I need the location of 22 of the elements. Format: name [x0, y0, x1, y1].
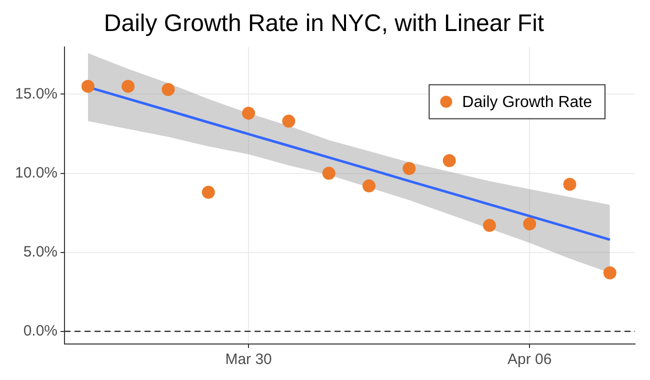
y-tick-label: 10.0%: [14, 164, 58, 182]
point: [563, 178, 576, 191]
y-tick-label: 5.0%: [23, 243, 58, 260]
point: [482, 218, 496, 232]
point: [402, 162, 416, 176]
y-tick-label: 15.0%: [14, 85, 58, 102]
y-tick-label: 0.0%: [23, 322, 58, 340]
x-tick-label: Mar 30: [225, 351, 272, 368]
point: [282, 114, 296, 128]
point: [162, 82, 175, 96]
point: [442, 154, 456, 168]
x-tick-label: Apr 06: [508, 351, 552, 368]
point: [322, 166, 336, 180]
legend-label: Daily Growth Rate: [462, 94, 592, 112]
point: [122, 80, 135, 93]
point: [362, 179, 376, 192]
point: [242, 106, 256, 120]
chart-title: Daily Growth Rate in NYC, with Linear Fit: [104, 10, 544, 38]
point: [202, 186, 215, 199]
point: [523, 217, 536, 230]
point: [81, 80, 94, 93]
point: [603, 266, 616, 280]
